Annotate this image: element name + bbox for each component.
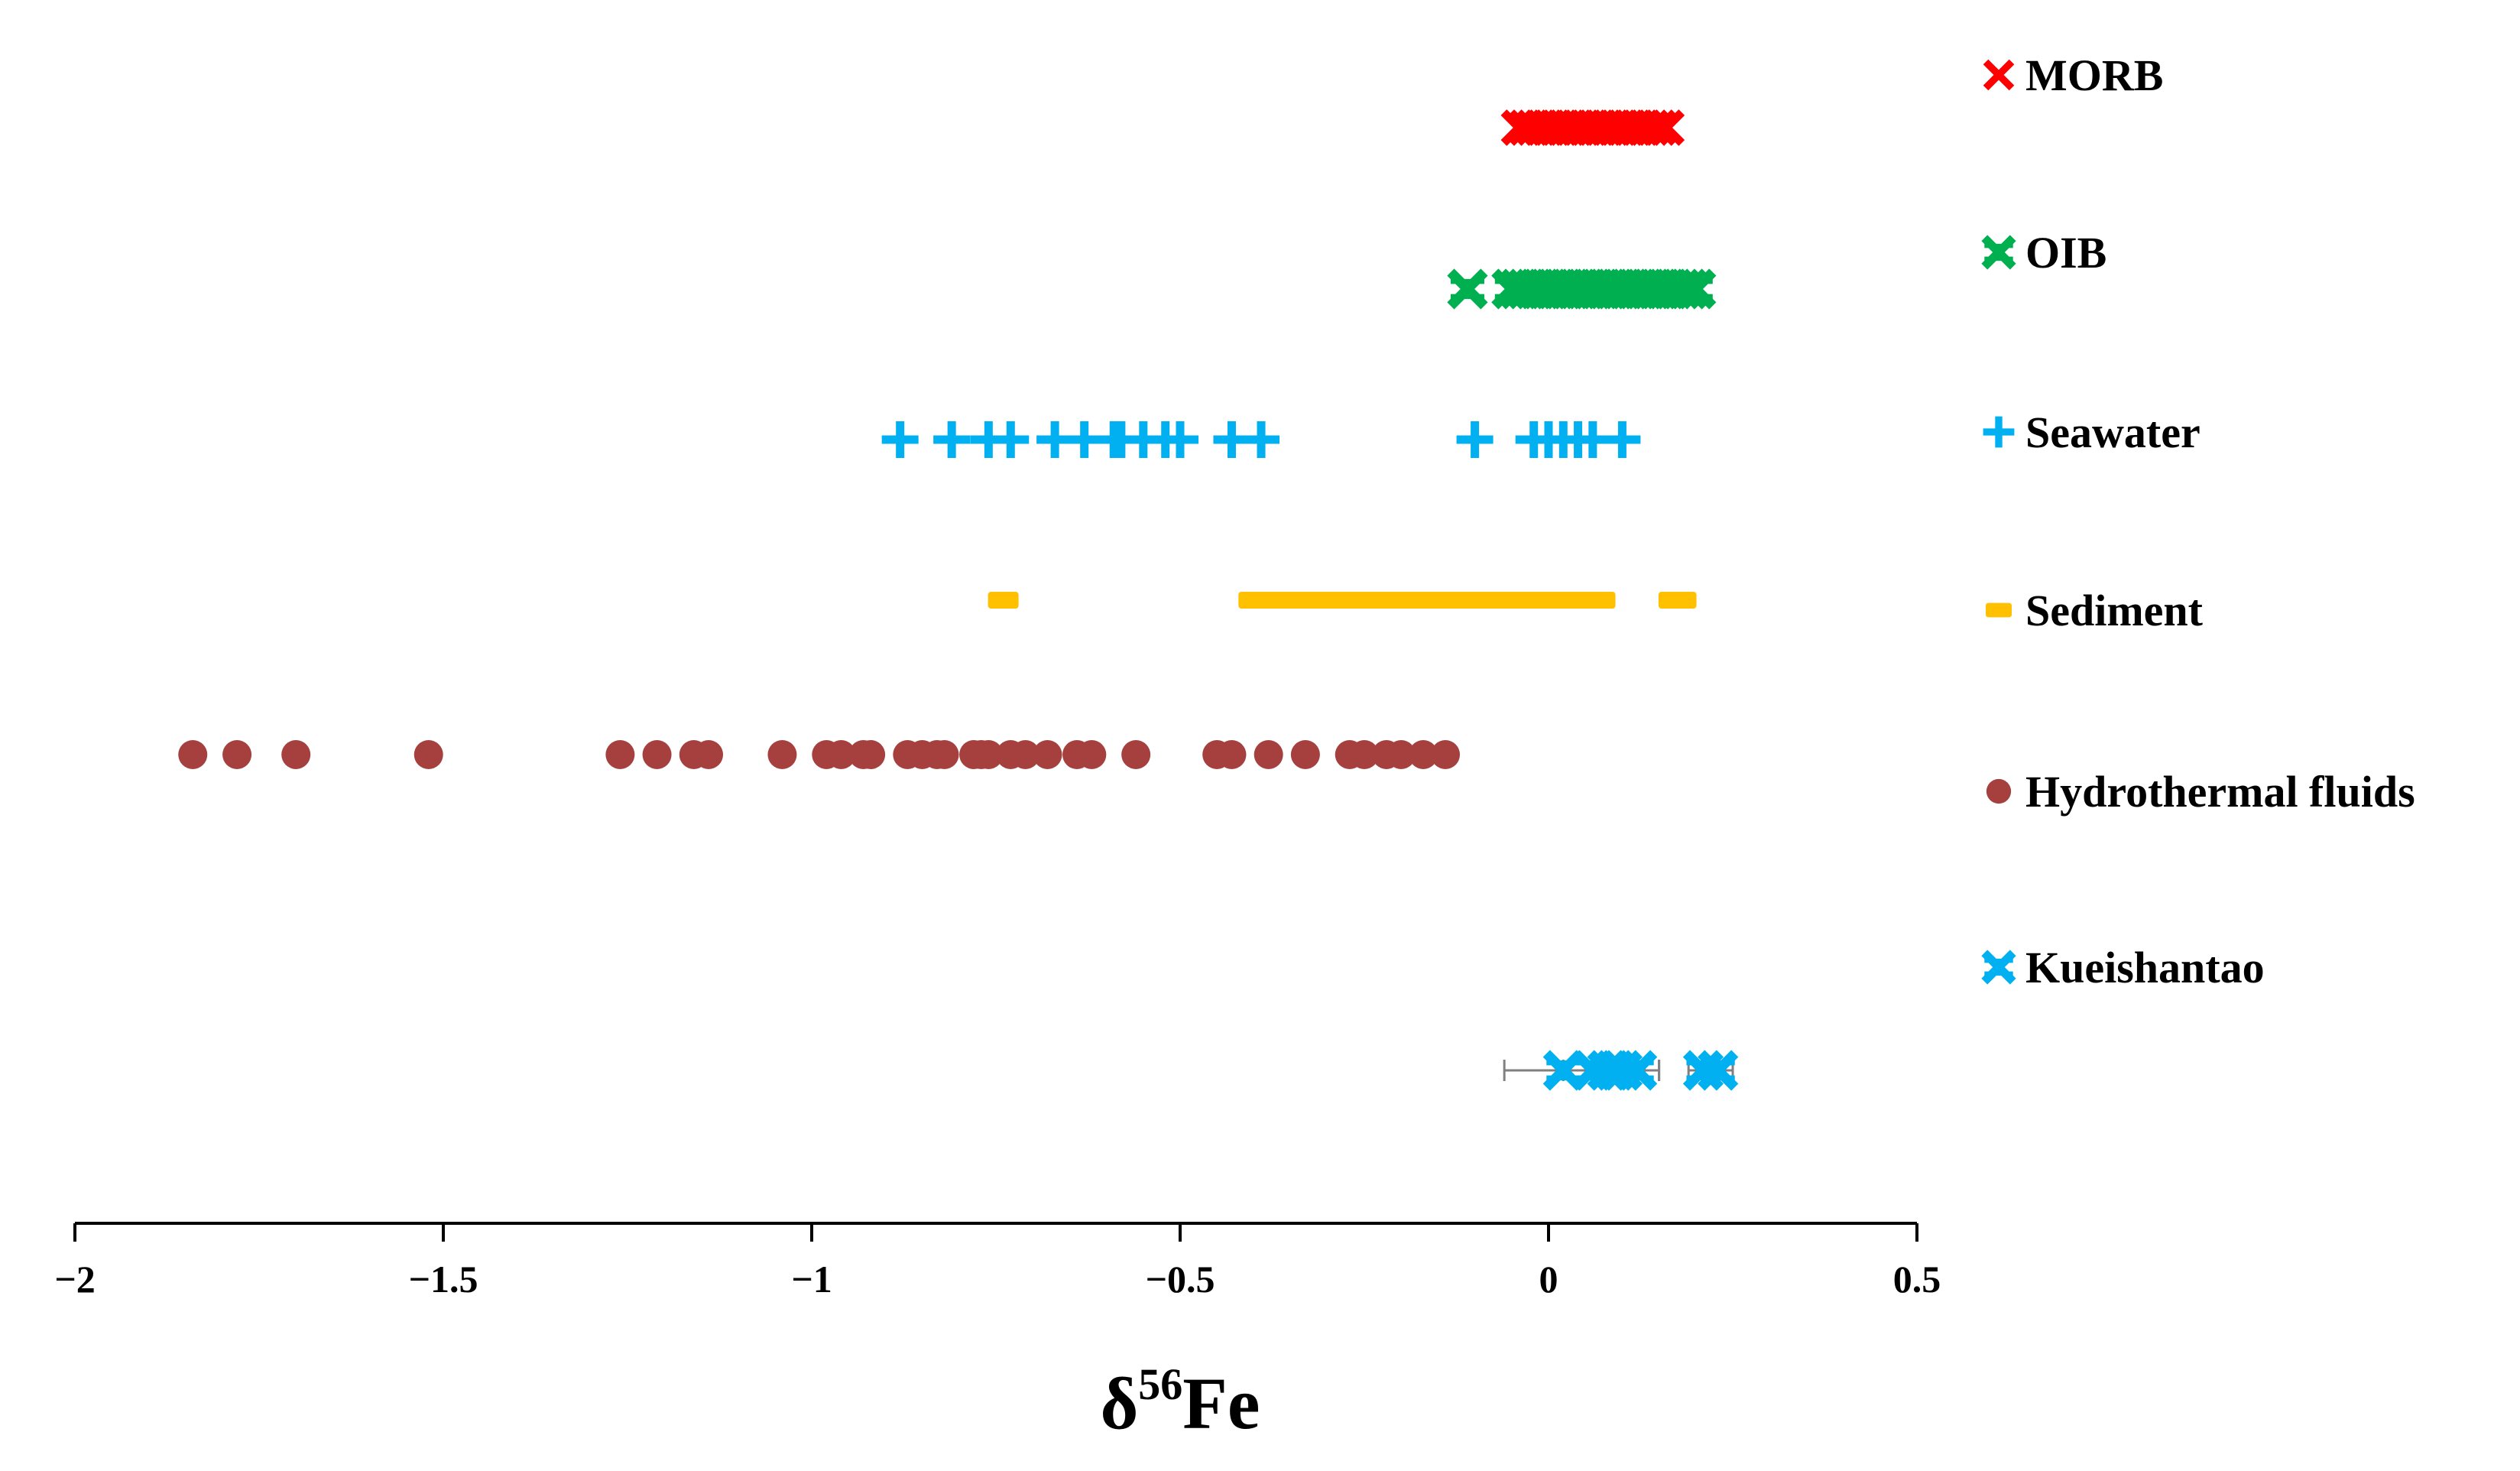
data-point <box>1312 592 1343 609</box>
data-point <box>605 740 635 769</box>
data-point <box>1648 109 1685 146</box>
data-point <box>1496 592 1527 609</box>
data-point <box>929 740 959 769</box>
series-seawater <box>881 421 1641 458</box>
legend-marker <box>1983 59 2015 91</box>
legend-label: Hydrothermal fluids <box>2025 767 2415 817</box>
data-point <box>1698 1050 1739 1091</box>
legend-marker <box>1986 778 2012 804</box>
x-axis-ticks: −2 −1.5 −1 −0.5 0 0.5 <box>54 1223 1941 1301</box>
data-point <box>856 740 886 769</box>
data-point <box>1584 592 1616 609</box>
x-tick-label: −1.5 <box>409 1258 478 1301</box>
data-point <box>1604 421 1641 458</box>
data-point <box>992 421 1030 458</box>
data-point <box>694 740 724 769</box>
series-sediment <box>988 592 1697 609</box>
x-axis-title-element: Fe <box>1182 1362 1260 1444</box>
legend-marker <box>1986 602 2012 618</box>
legend-entry: Kueishantao <box>1981 943 2265 992</box>
data-point <box>1162 421 1198 458</box>
data-point <box>642 740 672 769</box>
data-point <box>974 740 1004 769</box>
data-point <box>1640 109 1678 146</box>
legend-marker <box>1981 950 2016 985</box>
data-point <box>881 421 919 458</box>
legend-entry: OIB <box>1981 228 2106 278</box>
data-point <box>933 421 971 458</box>
legend-label: Sediment <box>2025 586 2204 635</box>
data-point <box>222 740 252 769</box>
legend-marker <box>1981 235 2016 270</box>
x-axis-title-superscript: 56 <box>1138 1359 1182 1409</box>
x-tick-label: −1 <box>791 1258 832 1301</box>
data-point <box>1121 740 1151 769</box>
data-point <box>1254 740 1283 769</box>
data-point <box>1533 592 1564 609</box>
x-axis-title: δ56Fe <box>1100 1359 1260 1444</box>
data-point <box>1033 740 1062 769</box>
legend: MORB OIB Seawater Sediment Hydrothermal flui… <box>1981 50 2415 992</box>
x-tick-label: −0.5 <box>1146 1258 1215 1301</box>
data-markers <box>178 109 1739 1091</box>
legend-label: OIB <box>2025 228 2106 278</box>
legend-marker <box>1983 416 2015 448</box>
x-tick-label: 0 <box>1539 1258 1558 1301</box>
data-point <box>1275 592 1306 609</box>
data-point <box>1456 421 1494 458</box>
data-point <box>1409 740 1438 769</box>
legend-label: Kueishantao <box>2025 943 2265 992</box>
legend-entry: Sediment <box>1986 586 2204 635</box>
x-axis-title-delta: δ <box>1100 1362 1138 1444</box>
series-hydrothermal-fluids <box>178 740 1461 769</box>
data-point <box>1542 1050 1584 1091</box>
data-point <box>1243 421 1280 458</box>
data-point <box>1350 740 1379 769</box>
data-point <box>178 740 208 769</box>
data-point <box>1290 740 1320 769</box>
data-point <box>1077 740 1107 769</box>
legend-label: Seawater <box>2025 408 2201 457</box>
data-point <box>1238 592 1270 609</box>
legend-label: MORB <box>2025 50 2163 100</box>
series-oib <box>1447 268 1717 310</box>
data-point <box>1617 1050 1658 1091</box>
x-tick-label: −2 <box>54 1258 96 1301</box>
series-kueishantao <box>1542 1050 1739 1091</box>
data-point <box>988 592 1019 609</box>
data-point <box>826 740 856 769</box>
data-point <box>1675 268 1717 310</box>
data-point <box>1431 740 1461 769</box>
data-point <box>1447 268 1488 310</box>
series-morb <box>1500 109 1685 146</box>
x-tick-label: 0.5 <box>1893 1258 1941 1301</box>
data-point <box>414 740 443 769</box>
data-point <box>1386 592 1417 609</box>
data-point <box>1010 740 1040 769</box>
data-point <box>1422 592 1454 609</box>
data-point <box>281 740 311 769</box>
data-point <box>1665 592 1697 609</box>
data-point <box>1349 592 1380 609</box>
data-point <box>1217 740 1247 769</box>
data-point <box>1459 592 1490 609</box>
data-point <box>767 740 797 769</box>
legend-entry: Hydrothermal fluids <box>1986 767 2415 817</box>
data-point <box>1386 740 1416 769</box>
legend-entry: Seawater <box>1983 408 2201 457</box>
legend-entry: MORB <box>1983 50 2163 100</box>
